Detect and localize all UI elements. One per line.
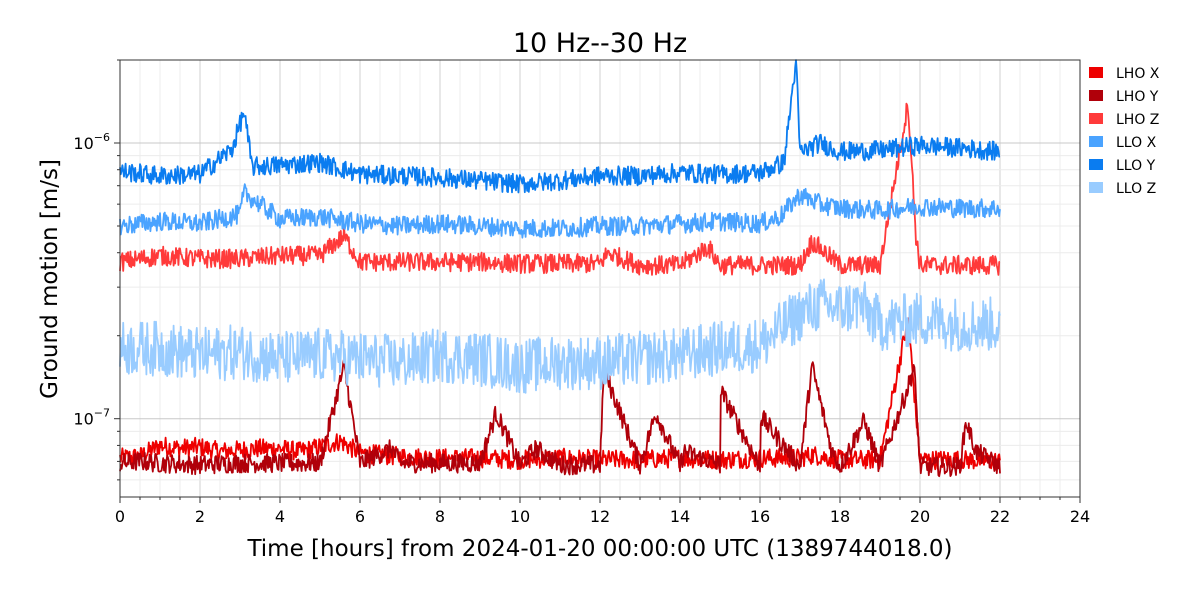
x-tick-label: 2	[195, 507, 205, 526]
x-tick-label: 12	[590, 507, 610, 526]
x-tick-label: 6	[355, 507, 365, 526]
legend-label: LHO Y	[1116, 89, 1159, 105]
x-tick-label: 20	[910, 507, 930, 526]
x-axis: 0 2 4 6 8 10 12 14 16 18 20 22 24	[115, 497, 1090, 526]
legend-label: LHO Z	[1116, 112, 1159, 128]
x-axis-label: Time [hours] from 2024-01-20 00:00:00 UT…	[246, 536, 952, 562]
legend-swatch	[1089, 159, 1103, 170]
legend-swatch	[1089, 90, 1103, 101]
series-line-llo-x	[119, 183, 1001, 239]
x-tick-label: 14	[670, 507, 690, 526]
x-tick-label: 22	[990, 507, 1010, 526]
series-layer	[119, 59, 1001, 478]
legend-label: LLO X	[1116, 135, 1157, 151]
series-line-lho-z	[119, 102, 1001, 276]
x-tick-label: 24	[1070, 507, 1090, 526]
legend: LHO X LHO Y LHO Z LLO X LLO Y LLO Z	[1089, 66, 1160, 197]
y-axis: 10−7 10−6	[73, 59, 120, 481]
y-tick-label: 10−6	[73, 131, 110, 153]
x-tick-label: 16	[750, 507, 770, 526]
legend-swatch	[1089, 136, 1103, 147]
y-axis-label: Ground motion [m/s]	[37, 159, 63, 399]
legend-swatch	[1089, 182, 1103, 193]
x-tick-label: 18	[830, 507, 850, 526]
series-line-lho-x	[119, 317, 1001, 471]
series-line-llo-y	[119, 59, 1001, 194]
x-tick-label: 10	[510, 507, 530, 526]
x-tick-label: 0	[115, 507, 125, 526]
y-tick-label: 10−7	[73, 407, 110, 429]
x-tick-label: 8	[435, 507, 445, 526]
legend-swatch	[1089, 67, 1103, 78]
series-line-llo-z	[119, 278, 1001, 394]
legend-swatch	[1089, 113, 1103, 124]
x-tick-label: 4	[275, 507, 285, 526]
series-line-lho-y	[119, 357, 1001, 478]
chart-title: 10 Hz--30 Hz	[513, 28, 687, 59]
legend-label: LLO Y	[1116, 158, 1156, 174]
legend-label: LLO Z	[1116, 181, 1156, 197]
legend-label: LHO X	[1116, 66, 1160, 82]
